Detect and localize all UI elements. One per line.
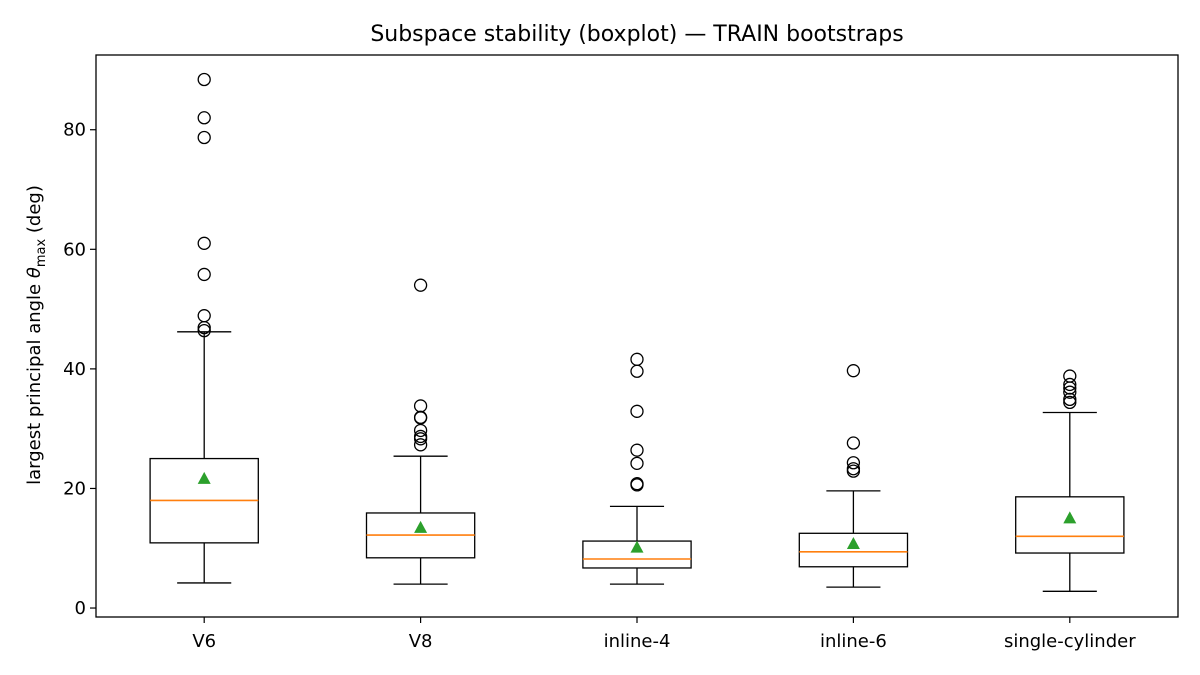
x-tick-label: V6 [192, 631, 216, 652]
mean-marker [846, 537, 860, 550]
y-axis-label: largest principal angle θmax (deg) [24, 185, 49, 485]
outlier-point [630, 352, 644, 366]
outlier-point [413, 423, 428, 438]
y-axis-label-symbol: θ [24, 267, 45, 278]
x-tick-label: inline-4 [604, 631, 671, 652]
outlier-point [413, 432, 428, 446]
outlier-point [1063, 395, 1077, 410]
outlier-point [197, 130, 211, 145]
outlier-point [1063, 392, 1077, 407]
y-tick-label: 40 [63, 359, 86, 380]
box-iqr [1015, 496, 1125, 554]
y-axis-label-prefix: largest principal angle [24, 278, 45, 485]
mean-marker [1063, 511, 1077, 524]
x-tick-label: single-cylinder [1004, 631, 1136, 652]
outlier-point [413, 438, 428, 452]
plot-area: 0 20 40 60 80 V6 V8 inline-4 inline-6 single-cyli… [63, 72, 1136, 652]
outlier-point [846, 456, 861, 470]
outlier-point [413, 278, 428, 292]
y-tick-label: 0 [75, 598, 86, 619]
y-tick-label: 80 [63, 120, 86, 141]
outlier-point [630, 404, 644, 418]
outlier-point [197, 309, 211, 323]
y-tick-label: 20 [63, 478, 86, 499]
y-axis-label-suffix: (deg) [24, 185, 45, 239]
y-tick-label: 60 [63, 239, 86, 260]
outlier-point [197, 72, 211, 87]
x-tick-label: inline-6 [820, 631, 887, 652]
plot-frame [95, 54, 1179, 618]
mean-marker [414, 520, 428, 533]
y-axis-label-subscript: max [34, 239, 49, 268]
mean-marker [197, 471, 211, 484]
x-tick-label: V8 [409, 631, 433, 652]
outlier-point [1063, 377, 1077, 392]
box-iqr [798, 532, 909, 568]
outlier-point [630, 456, 644, 470]
mean-marker [630, 540, 644, 553]
outlier-point [846, 464, 861, 478]
outlier-point [1063, 385, 1077, 399]
outlier-point [197, 323, 211, 338]
outlier-point [630, 443, 644, 457]
outlier-point [197, 320, 211, 335]
outlier-point [197, 111, 211, 125]
chart-title: Subspace stability (boxplot) — TRAIN boo… [370, 22, 903, 47]
outlier-point [630, 364, 644, 378]
outlier-point [630, 478, 644, 492]
outlier-point [197, 236, 211, 250]
outlier-point [197, 267, 211, 282]
outlier-point [846, 436, 861, 450]
outlier-point [413, 399, 428, 413]
outlier-point [413, 411, 428, 425]
outlier-point [846, 364, 861, 378]
